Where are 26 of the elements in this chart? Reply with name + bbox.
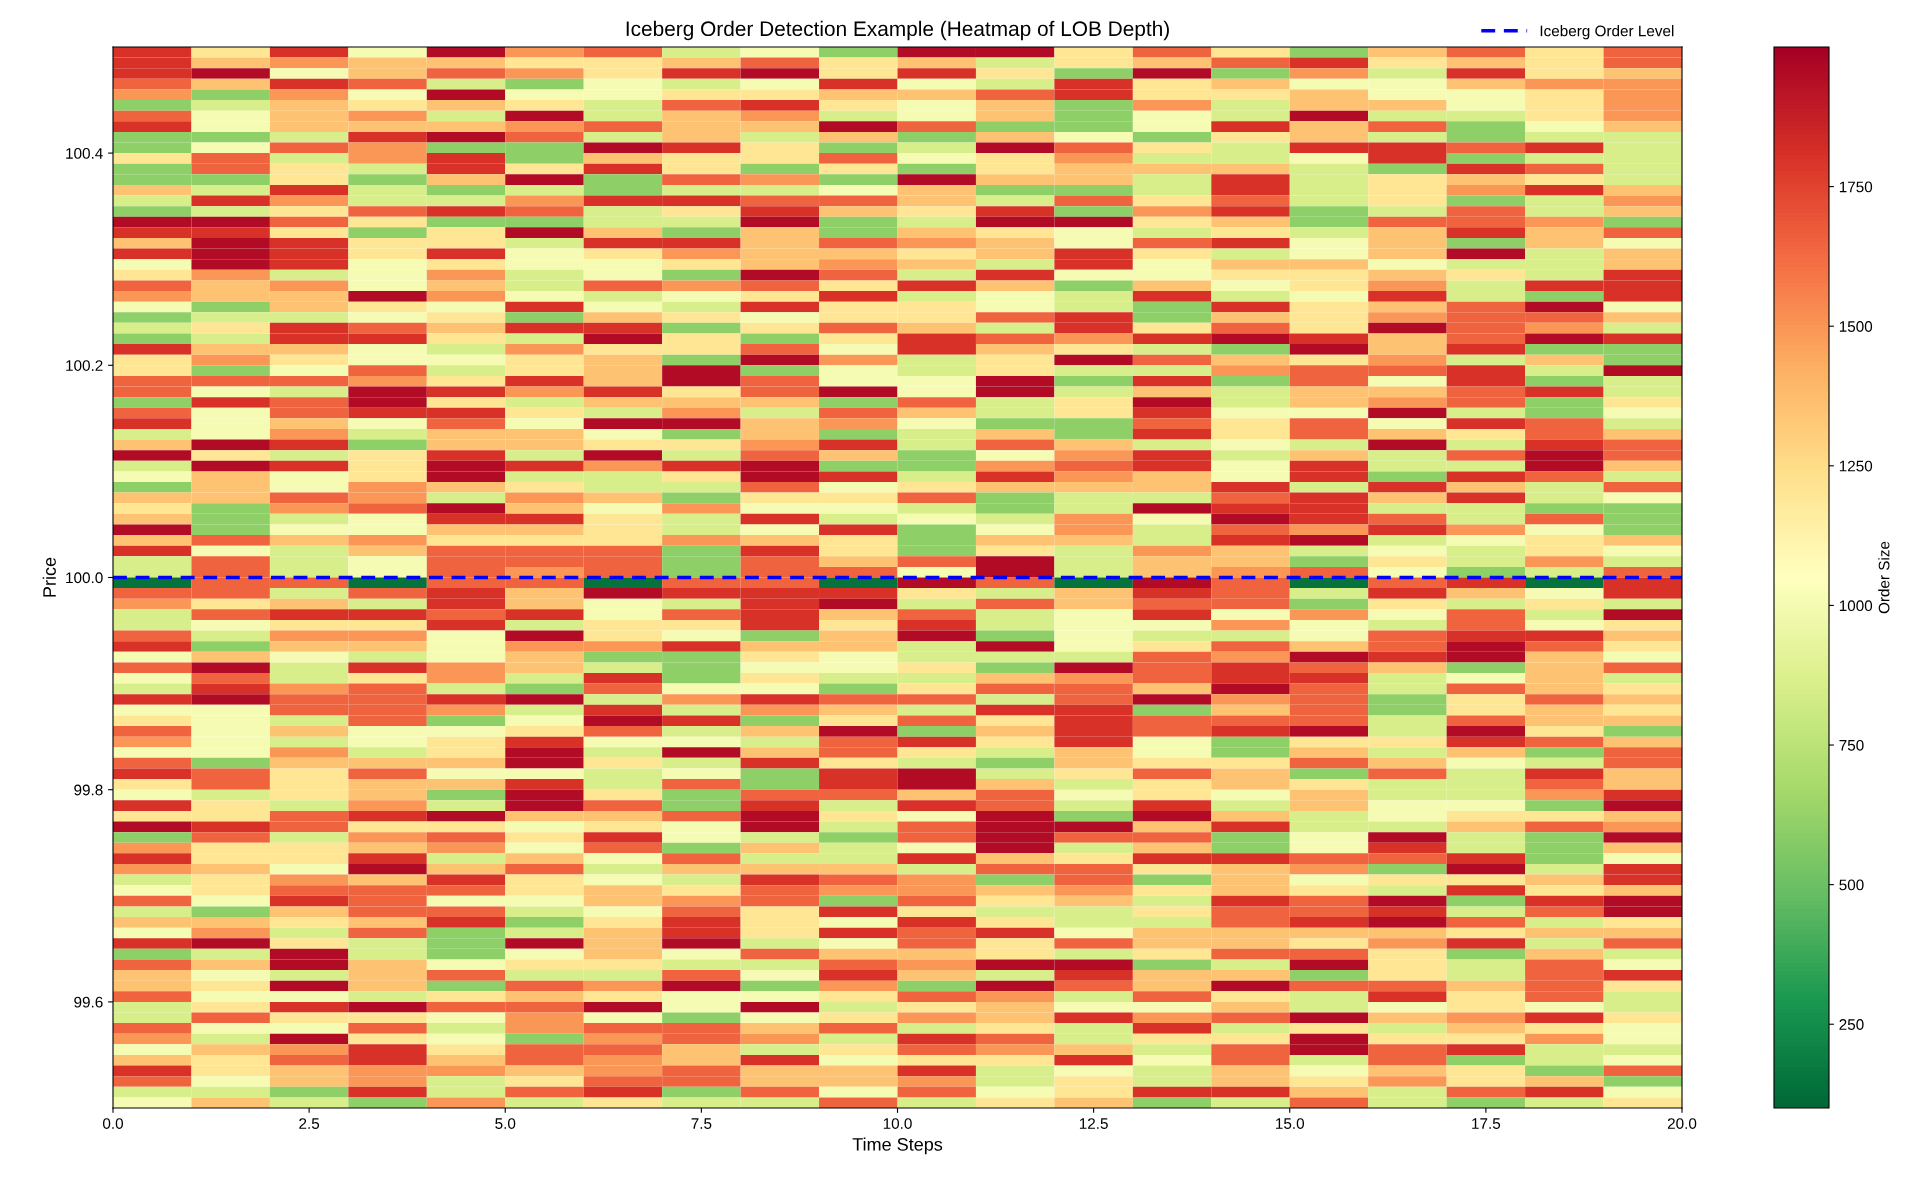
color-bar-label: 1250 [1839, 460, 1873, 472]
color-bar-title: Order Size [1878, 541, 1890, 614]
color-bar-label: 1000 [1839, 600, 1873, 612]
x-axis-title: Time Steps [852, 1137, 943, 1155]
y-tick-label: 100.2 [66, 360, 103, 371]
chart-title: Iceberg Order Detection Example (Heatmap of LOB Depth) [626, 20, 1169, 41]
x-tick-label: 17.5 [1472, 1118, 1501, 1129]
legend-label: Iceberg Order Level [1540, 25, 1674, 40]
color-bar-label: 1750 [1839, 181, 1873, 193]
x-tick-label: 2.5 [299, 1118, 320, 1129]
y-axis-title: Price [42, 557, 56, 597]
x-tick-label: 20.0 [1667, 1118, 1697, 1129]
y-tick-label: 100.0 [66, 572, 103, 584]
color-bar-label: 500 [1839, 879, 1864, 891]
x-tick-label: 7.5 [691, 1118, 712, 1129]
x-tick-label: 12.5 [1079, 1118, 1108, 1129]
y-tick-label: 99.8 [74, 784, 103, 796]
x-tick-label: 15.0 [1276, 1118, 1305, 1129]
color-bar-label: 250 [1839, 1019, 1864, 1030]
x-tick-label: 5.0 [495, 1118, 516, 1129]
x-tick-label: 0.0 [102, 1118, 124, 1129]
color-bar-label: 750 [1839, 739, 1864, 751]
y-tick-label: 100.4 [66, 147, 103, 159]
y-tick-label: 99.6 [74, 996, 103, 1008]
color-bar-label: 1500 [1839, 321, 1873, 332]
x-tick-label: 10.0 [883, 1118, 912, 1129]
